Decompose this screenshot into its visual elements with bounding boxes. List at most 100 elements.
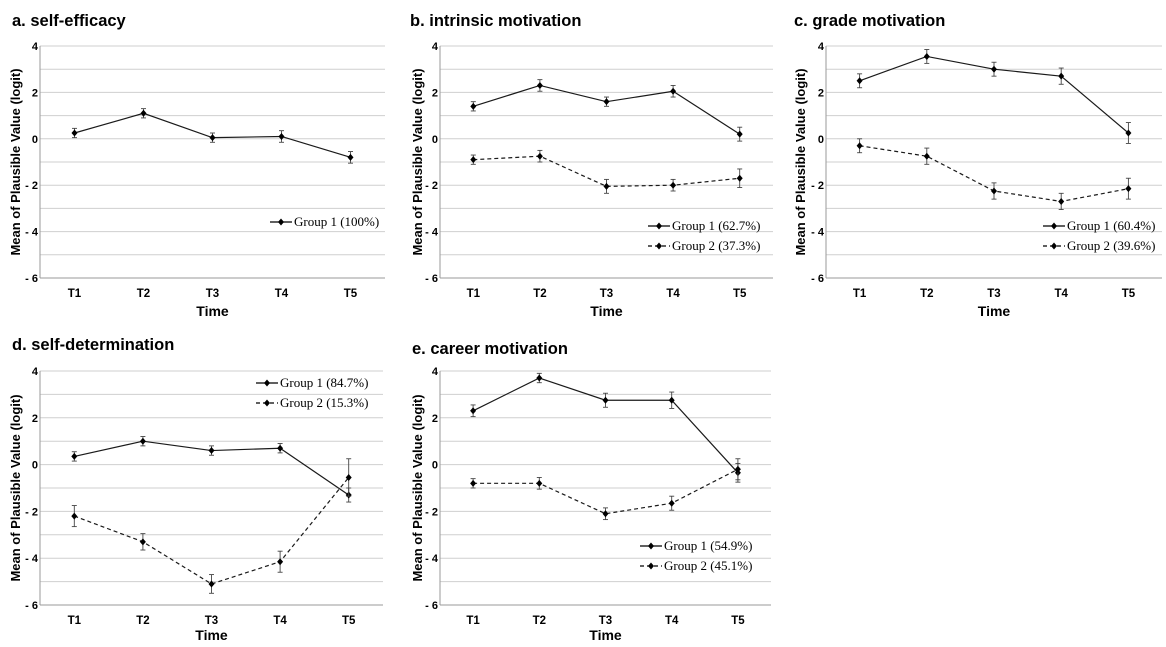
x-tick-label: T4 <box>665 615 679 627</box>
legend-marker <box>1051 242 1057 250</box>
y-tick-label: - 6 <box>425 600 438 612</box>
series-line-group-2 <box>473 155 740 187</box>
x-axis-label: Time <box>589 627 622 642</box>
x-tick-label: T4 <box>273 615 287 627</box>
legend-label: Group 1 (84.7%) <box>280 375 368 390</box>
y-tick-label: - 2 <box>425 506 438 518</box>
x-tick-label: T2 <box>137 288 150 300</box>
data-point-marker <box>734 465 741 473</box>
data-point-marker <box>1058 197 1065 205</box>
chart-panel-5: e. career motivation 4 2 0 - 2 - 4 - 6 T1 T2 T3 T4… <box>410 340 771 643</box>
data-point-marker <box>923 152 930 160</box>
x-tick-label: T5 <box>731 615 745 627</box>
legend-marker <box>648 542 654 550</box>
y-axis-label: Mean of Plausible Value (logit) <box>8 68 23 255</box>
data-point-marker <box>71 512 78 520</box>
x-tick-label: T2 <box>136 615 149 627</box>
data-point-marker <box>1125 185 1132 193</box>
y-tick-label: - 4 <box>25 227 39 239</box>
data-point-marker <box>602 396 609 404</box>
data-point-marker <box>602 510 609 518</box>
x-tick-label: T5 <box>1122 288 1136 300</box>
x-tick-label: T2 <box>920 288 933 300</box>
data-point-marker <box>1058 72 1065 80</box>
data-point-marker <box>603 98 610 106</box>
x-tick-label: T1 <box>467 288 481 300</box>
y-tick-label: - 6 <box>425 273 438 285</box>
legend-label: Group 2 (39.6%) <box>1067 238 1155 253</box>
data-point-marker <box>856 142 863 150</box>
data-point-marker <box>670 181 677 189</box>
y-tick-label: - 6 <box>25 273 38 285</box>
y-tick-label: 0 <box>432 134 438 146</box>
legend-marker <box>264 379 270 387</box>
x-tick-label: T4 <box>1054 288 1068 300</box>
y-tick-label: 0 <box>32 460 38 472</box>
legend-label: Group 1 (54.9%) <box>664 538 752 553</box>
data-point-marker <box>603 182 610 190</box>
data-point-marker <box>347 153 354 161</box>
data-point-marker <box>536 479 543 487</box>
data-point-marker <box>278 132 285 140</box>
x-axis-label: Time <box>196 303 229 319</box>
data-point-marker <box>470 407 477 415</box>
data-point-marker <box>277 558 284 566</box>
y-tick-label: - 6 <box>811 273 824 285</box>
chart-panel-2: b. intrinsic motivation 4 2 0 - 2 - 4 - 6 T1 T2 T… <box>410 12 773 319</box>
panel-title: c. grade motivation <box>794 12 945 30</box>
legend-label: Group 1 (100%) <box>294 214 379 229</box>
y-axis-label: Mean of Plausible Value (logit) <box>410 68 425 255</box>
x-tick-label: T3 <box>205 615 218 627</box>
y-tick-label: 4 <box>432 41 439 53</box>
data-point-marker <box>139 538 146 546</box>
legend-marker <box>656 242 662 250</box>
data-point-marker <box>1125 129 1132 137</box>
data-point-marker <box>71 129 78 137</box>
y-tick-label: - 2 <box>25 506 38 518</box>
data-point-marker <box>991 187 997 195</box>
data-point-marker <box>209 134 216 142</box>
y-tick-label: 0 <box>818 134 824 146</box>
x-axis-label: Time <box>590 303 623 319</box>
x-tick-label: T1 <box>68 288 82 300</box>
legend-marker <box>648 562 654 570</box>
y-axis-label: Mean of Plausible Value (logit) <box>793 68 808 255</box>
y-tick-label: - 2 <box>25 180 38 192</box>
series-line-group-2 <box>74 477 350 585</box>
y-axis-label: Mean of Plausible Value (logit) <box>8 394 23 581</box>
x-tick-label: T3 <box>600 288 613 300</box>
chart-panel-3: c. grade motivation 4 2 0 - 2 - 4 - 6 T1 T2 T3 T4 T… <box>793 12 1162 319</box>
y-tick-label: 0 <box>432 460 438 472</box>
y-tick-label: 2 <box>432 87 438 99</box>
y-tick-label: 4 <box>432 366 439 378</box>
x-tick-label: T4 <box>666 288 680 300</box>
data-point-marker <box>856 77 863 85</box>
data-point-marker <box>208 447 215 455</box>
x-tick-label: T4 <box>275 288 289 300</box>
x-axis-label: Time <box>978 303 1011 319</box>
x-tick-label: T3 <box>206 288 219 300</box>
y-tick-label: - 4 <box>25 553 39 565</box>
legend-marker <box>656 222 662 230</box>
y-tick-label: - 4 <box>425 227 439 239</box>
y-tick-label: 2 <box>432 413 438 425</box>
data-point-marker <box>736 174 743 182</box>
series-line-group-1 <box>472 377 739 474</box>
data-point-marker <box>71 452 78 460</box>
x-tick-label: T1 <box>466 615 480 627</box>
y-tick-label: 2 <box>32 413 38 425</box>
x-tick-label: T2 <box>533 288 546 300</box>
y-tick-label: 4 <box>32 41 39 53</box>
panel-title: a. self-efficacy <box>12 12 127 30</box>
y-tick-label: - 4 <box>425 553 439 565</box>
x-tick-label: T1 <box>68 615 82 627</box>
y-tick-label: - 6 <box>25 600 38 612</box>
data-point-marker <box>991 65 997 73</box>
legend-label: Group 1 (62.7%) <box>672 218 760 233</box>
data-point-marker <box>470 156 477 164</box>
y-tick-label: - 2 <box>425 180 438 192</box>
y-tick-label: 2 <box>32 87 38 99</box>
data-point-marker <box>208 580 215 588</box>
